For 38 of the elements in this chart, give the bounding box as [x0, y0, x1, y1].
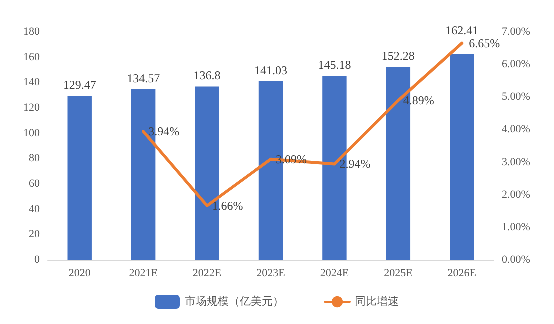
y2-tick-label: 6.00% — [502, 58, 530, 71]
y2-tick-label: 7.00% — [502, 26, 530, 38]
data-label: 162.41 — [446, 23, 479, 38]
y-tick-label: 100 — [24, 127, 40, 140]
data-label: 141.03 — [254, 63, 288, 78]
y-tick-label: 120 — [24, 102, 40, 114]
y2-tick-label: 5.00% — [502, 91, 530, 104]
y-tick-label: 20 — [29, 228, 40, 241]
x-tick-label: 2025E — [384, 268, 414, 280]
y2-tick-label: 4.00% — [502, 124, 530, 136]
x-tick-label: 2021E — [129, 268, 158, 280]
y-tick-label: 180 — [24, 26, 40, 38]
y2-tick-label: 2.00% — [502, 188, 530, 201]
x-tick-label: 2020 — [68, 268, 92, 280]
y-tick-label: 140 — [24, 76, 40, 89]
y2-tick-label: 0.00% — [502, 254, 530, 266]
data-label: 3.09% — [276, 152, 307, 166]
bar — [450, 54, 474, 260]
data-label: 152.28 — [382, 49, 415, 64]
legend-label: 市场规模（亿美元） — [185, 295, 284, 308]
x-tick-label: 2022E — [192, 268, 222, 280]
y-tick-label: 40 — [29, 203, 40, 216]
y2-tick-label: 3.00% — [502, 156, 530, 168]
data-label: 136.8 — [194, 68, 221, 83]
x-tick-label: 2023E — [256, 268, 286, 280]
x-tick-label: 2024E — [320, 268, 350, 280]
x-tick-label: 2026E — [448, 268, 477, 280]
legend-label: 同比增速 — [355, 295, 399, 308]
data-label: 129.47 — [63, 78, 96, 92]
data-label: 145.18 — [318, 58, 352, 72]
y-tick-label: 160 — [24, 51, 40, 64]
data-label: 134.57 — [127, 72, 160, 86]
y2-tick-label: 1.00% — [502, 221, 530, 234]
data-label: 6.65% — [469, 36, 500, 50]
y-tick-label: 0 — [34, 254, 40, 266]
y-tick-label: 80 — [29, 152, 40, 165]
y-tick-label: 60 — [29, 178, 40, 190]
bar — [68, 96, 92, 260]
